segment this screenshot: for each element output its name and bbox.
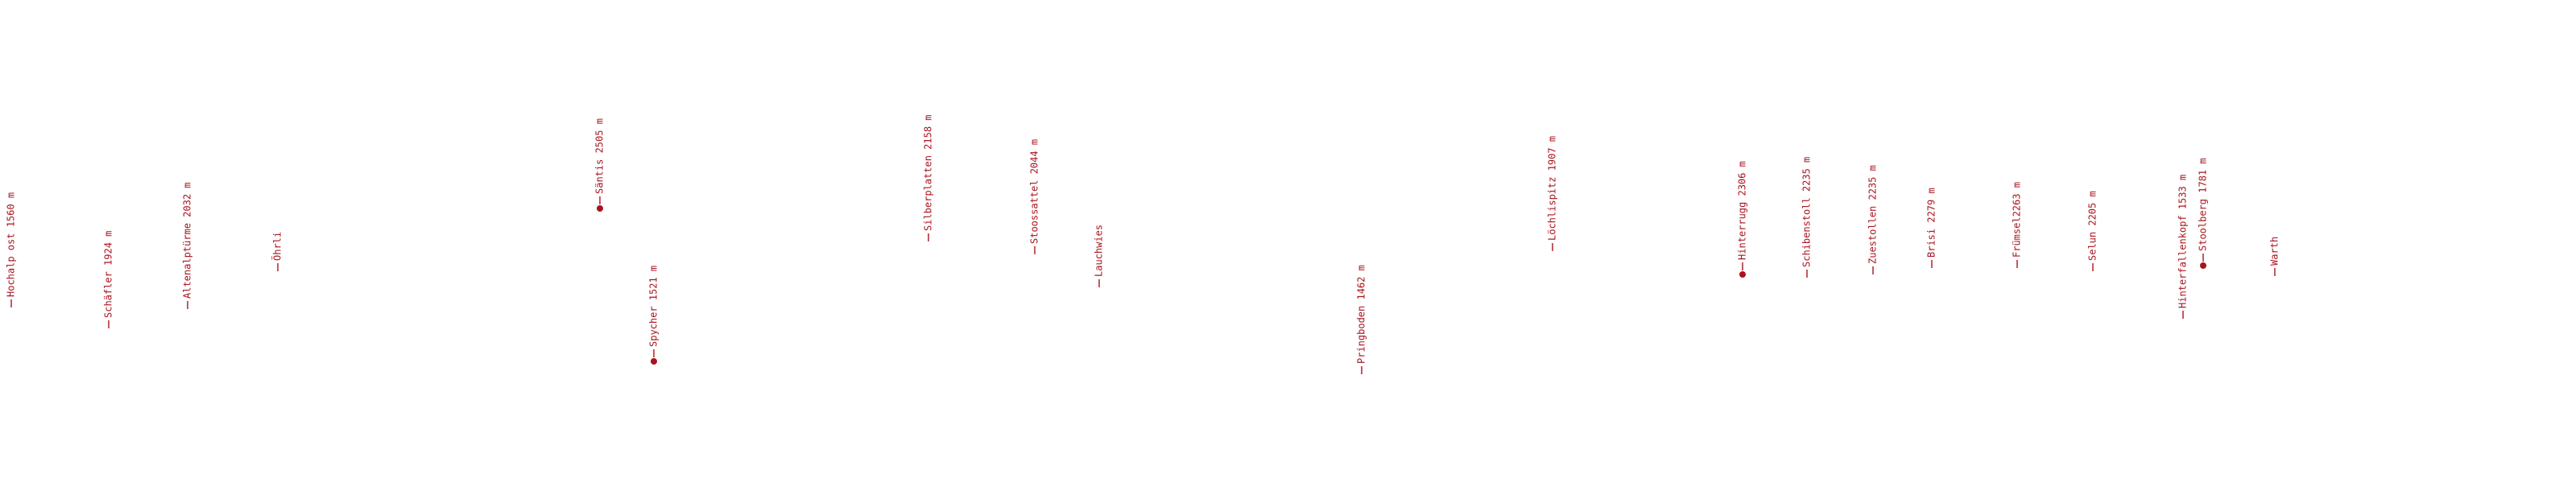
place-name: Hinterrugg 2306 m	[1737, 161, 1748, 260]
place-label: Schibenstoll 2235 m	[1801, 157, 1813, 278]
place-name: Zuestollen 2235 m	[1867, 165, 1879, 264]
place-label: Schäfler 1924 m	[103, 231, 114, 328]
place-label: Warth	[2269, 237, 2280, 276]
place-label: Lauchwies	[1094, 225, 1105, 287]
place-name: Schäfler 1924 m	[103, 231, 114, 318]
place-name: Stoossattel 2044 m	[1029, 139, 1040, 244]
place-name: Stoolberg 1781 m	[2198, 158, 2209, 251]
place-name: Frümsel2263 m	[2012, 182, 2023, 258]
place-name: Silberplatten 2158 m	[923, 115, 934, 232]
place-label: Öhrli	[271, 232, 283, 271]
place-label: Stoolberg 1781 m	[2198, 158, 2209, 269]
place-label: Frümsel2263 m	[2012, 182, 2023, 268]
place-label: Hinterrugg 2306 m	[1737, 161, 1748, 278]
place-name: Säntis 2505 m	[594, 118, 606, 194]
place-name: Schibenstoll 2235 m	[1801, 157, 1813, 267]
place-label: Stoossattel 2044 m	[1029, 139, 1040, 254]
place-name: Spycher 1521 m	[648, 266, 660, 347]
peak-marker	[651, 358, 657, 365]
place-label: Selun 2205 m	[2087, 191, 2098, 271]
place-name: Selun 2205 m	[2087, 191, 2098, 261]
place-label: Hinterfallenkopf 1533 m	[2177, 175, 2189, 319]
place-label: Silberplatten 2158 m	[923, 115, 934, 241]
peak-marker	[2200, 262, 2206, 269]
place-label: Säntis 2505 m	[594, 118, 606, 212]
place-label: Brisi 2279 m	[1926, 188, 1937, 268]
place-name: Lauchwies	[1094, 225, 1105, 277]
place-label: Spycher 1521 m	[648, 266, 660, 365]
place-label: Pringboden 1462 m	[1356, 265, 1367, 374]
place-name: Hinterfallenkopf 1533 m	[2177, 175, 2189, 308]
place-label: Altenalptürme 2032 m	[182, 183, 193, 309]
place-name: Brisi 2279 m	[1926, 188, 1937, 258]
place-name: Löchlispitz 1907 m	[1547, 136, 1558, 241]
place-name: Altenalptürme 2032 m	[182, 183, 193, 299]
place-name: Warth	[2269, 237, 2280, 266]
peak-marker	[597, 205, 603, 212]
place-label: Hochalp ost 1560 m	[6, 192, 17, 307]
place-label: Zuestollen 2235 m	[1867, 165, 1879, 274]
place-name: Öhrli	[271, 232, 283, 261]
place-label: Löchlispitz 1907 m	[1547, 136, 1558, 251]
place-name: Pringboden 1462 m	[1356, 265, 1367, 364]
peak-marker	[1739, 271, 1746, 278]
place-name: Hochalp ost 1560 m	[6, 192, 17, 297]
